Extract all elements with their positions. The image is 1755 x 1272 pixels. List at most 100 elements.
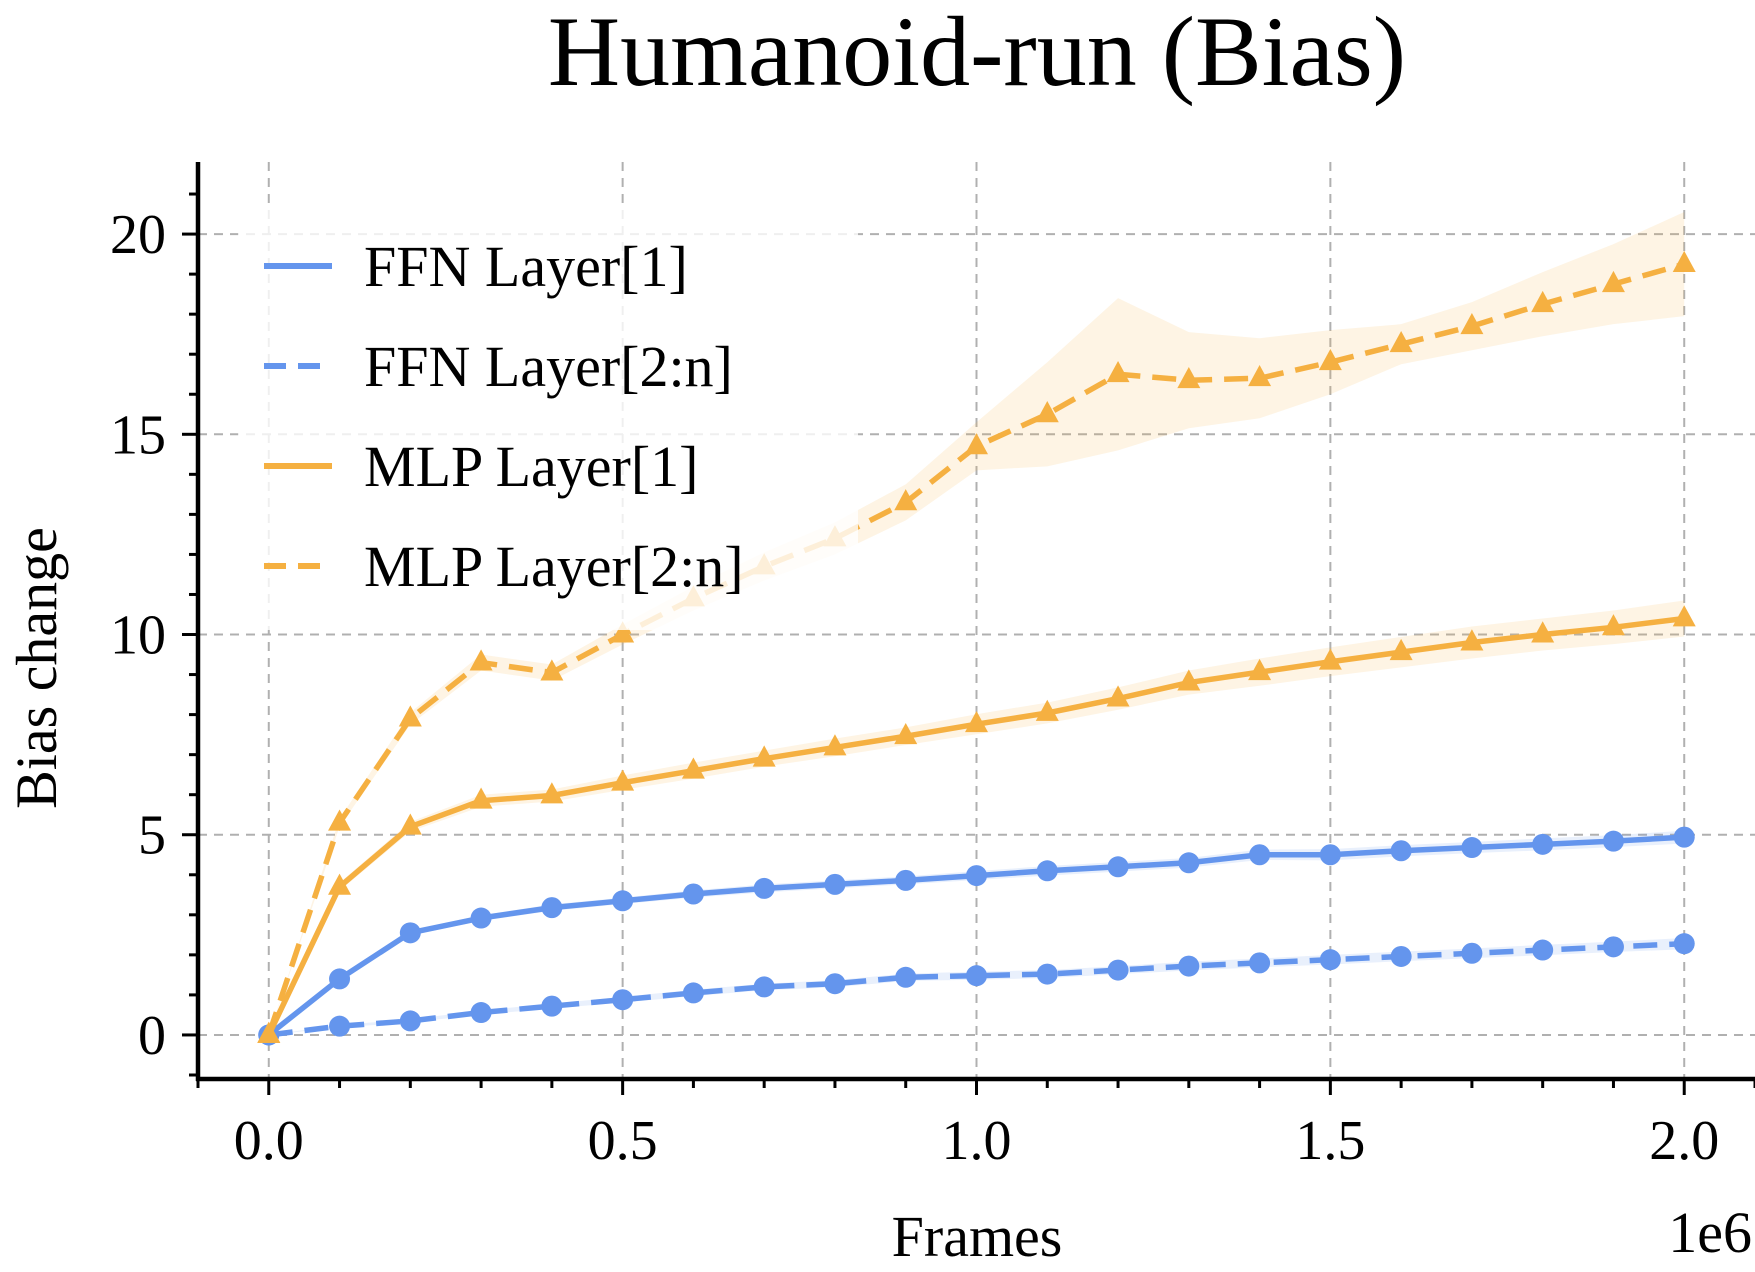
mlp-layer-1-point [1601, 614, 1625, 636]
mlp-layer-1-point [469, 787, 493, 809]
legend-label: FFN Layer[2:n] [364, 334, 733, 399]
ffn-layer-2-n-point [1249, 952, 1271, 974]
ffn-layer-2-n-point [895, 966, 917, 988]
ffn-layer-1-point [824, 873, 846, 895]
mlp-layer-2-n-point [1601, 270, 1625, 293]
legend-item-mlp-layer-1: MLP Layer[1] [264, 434, 698, 499]
x-axis-offset-text: 1e6 [1668, 1200, 1752, 1265]
ffn-layer-2-n-point [1673, 933, 1695, 955]
x-tick-label: 0.0 [234, 1110, 304, 1172]
ffn-layer-1-series [258, 826, 1695, 1046]
mlp-layer-2-n-point [611, 621, 635, 643]
mlp-layer-2-n-point [469, 649, 493, 671]
ticks: 0.0 0.5 1.0 1.5 2.0 0 5 10 15 20 [110, 192, 1755, 1172]
mlp-layer-1-point [681, 757, 705, 779]
ffn-layer-2-n-series [258, 933, 1695, 1046]
mlp-layer-1-point [894, 723, 918, 745]
ffn-layer-1-point [1036, 860, 1058, 882]
ffn-layer-1-point [682, 883, 704, 905]
y-tick-label: 10 [110, 605, 166, 667]
y-axis-label: Bias change [4, 527, 69, 809]
mlp-layer-1-point [752, 745, 776, 767]
ffn-layer-2-n-point [329, 1015, 351, 1037]
ffn-layer-2-n-point [1319, 949, 1341, 971]
mlp-layer-1-point [611, 769, 635, 791]
mlp-layer-1-point [1177, 669, 1201, 691]
mlp-layer-1-point [1318, 648, 1342, 670]
ffn-layer-1-point [1673, 826, 1695, 848]
legend-label: FFN Layer[1] [364, 234, 688, 299]
mlp-layer-2-n-point [1672, 250, 1696, 273]
mlp-layer-2-n-point [398, 705, 422, 727]
ffn-layer-2-n-point [399, 1010, 421, 1032]
ffn-layer-2-n-point [1532, 939, 1554, 961]
ffn-layer-1-point [612, 890, 634, 912]
y-tick-label: 0 [138, 1005, 166, 1067]
x-tick-label: 0.5 [588, 1110, 658, 1172]
mlp-layer-1-point [965, 710, 988, 733]
mlp-layer-1-point [823, 734, 847, 756]
ffn-layer-1-point [1532, 833, 1554, 855]
ffn-layer-1-point [1602, 830, 1624, 852]
ffn-layer-2-n-point [470, 1002, 492, 1024]
mlp-layer-2-n-point [1531, 290, 1555, 313]
ffn-layer-1-point [1249, 844, 1271, 866]
mlp-layer-1-point [1248, 658, 1272, 681]
mlp-layer-1-point [1389, 638, 1413, 661]
mlp-layer-2-n-point [1248, 365, 1272, 387]
ffn-layer-1-point [1178, 852, 1200, 874]
chart-title: Humanoid-run (Bias) [548, 0, 1406, 107]
mlp-layer-1-point [1460, 629, 1484, 651]
mlp-layer-2-n-point [894, 489, 918, 511]
mlp-layer-2-n-point [1177, 367, 1201, 389]
legend-item-mlp-layer-2-n: MLP Layer[2:n] [264, 534, 744, 599]
legend: FFN Layer[1] FFN Layer[2:n] MLP Layer[1] ML… [238, 210, 858, 630]
mlp-layer-1-point [328, 873, 352, 895]
ffn-layer-1-point [1107, 856, 1129, 878]
series-lines [257, 250, 1696, 1046]
x-tick-label: 1.5 [1295, 1110, 1365, 1172]
legend-label: MLP Layer[2:n] [364, 534, 744, 599]
mlp-layer-2-n-point [540, 659, 564, 681]
y-tick-label: 15 [110, 404, 166, 466]
ffn-layer-1-point [966, 865, 987, 887]
y-tick-label: 5 [138, 805, 166, 867]
ffn-layer-2-n-point [682, 982, 704, 1004]
mlp-layer-1-point [1672, 605, 1696, 627]
mlp-layer-2-n-series [257, 250, 1696, 1043]
ffn-layer-1-point [399, 922, 421, 944]
ffn-layer-1-point [541, 897, 563, 919]
mlp-layer-1-point [1531, 621, 1555, 643]
mlp-layer-1-band [268, 600, 1685, 1035]
ffn-layer-2-n-point [1036, 963, 1058, 985]
mlp-layer-1-point [540, 782, 564, 804]
ffn-layer-1-point [753, 877, 775, 899]
legend-item-ffn-layer-1: FFN Layer[1] [264, 234, 688, 299]
ffn-layer-2-n-point [1390, 945, 1412, 967]
ffn-layer-2-n-point [1178, 955, 1200, 977]
y-tick-label: 20 [110, 204, 166, 266]
mlp-layer-2-n-point [1389, 330, 1413, 353]
mlp-layer-2-n-point [1318, 348, 1342, 371]
ffn-layer-1-point [1390, 840, 1412, 862]
ffn-layer-1-point [329, 968, 351, 990]
mlp-layer-2-n-point [257, 1021, 281, 1043]
mlp-layer-2-n-point [1460, 312, 1484, 335]
ffn-layer-2-n-point [966, 965, 987, 987]
ffn-layer-2-n-point [1602, 936, 1624, 958]
mlp-layer-2-n-point [1035, 401, 1059, 423]
legend-frame [238, 210, 858, 630]
ffn-layer-1-point [1319, 844, 1341, 866]
legend-item-ffn-layer-2-n: FFN Layer[2:n] [264, 334, 733, 399]
mlp-layer-1-point [398, 813, 422, 835]
ffn-layer-2-n-point [1461, 942, 1483, 964]
x-axis-label: Frames [892, 1204, 1063, 1269]
ffn-layer-2-n-point [1107, 959, 1129, 981]
ffn-layer-1-point [470, 907, 492, 929]
x-tick-label: 2.0 [1649, 1110, 1719, 1172]
mlp-layer-1-series [257, 605, 1696, 1043]
mlp-layer-2-n-point [1106, 361, 1130, 383]
mlp-layer-1-point [1106, 685, 1130, 707]
ffn-layer-2-n-point [612, 989, 634, 1011]
